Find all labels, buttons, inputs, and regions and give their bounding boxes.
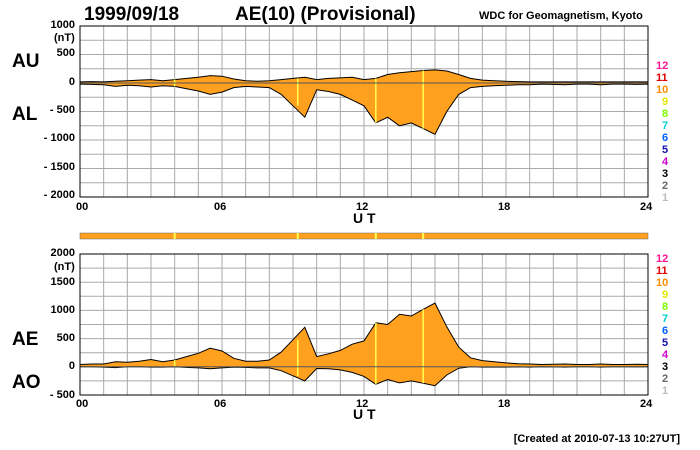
y-tick-label: 500 xyxy=(56,332,75,344)
color-key-label: 5 xyxy=(662,144,669,156)
created-timestamp: [Created at 2010-07-13 10:27UT] xyxy=(513,433,680,445)
plot-frame xyxy=(79,25,649,198)
label-ae: AE xyxy=(12,329,39,350)
color-key-label: 12 xyxy=(656,60,669,72)
unit-label-top: (nT) xyxy=(54,32,75,44)
unit-label-bottom: (nT) xyxy=(54,261,75,273)
x-tick-label: 18 xyxy=(498,398,511,410)
color-key-label: 2 xyxy=(662,180,669,192)
color-key-label: 11 xyxy=(656,265,668,277)
y-tick-label: - 500 xyxy=(49,389,75,401)
y-tick-label: 1000 xyxy=(50,304,75,316)
color-key-label: 7 xyxy=(662,120,669,132)
y-tick-label: - 500 xyxy=(49,104,75,116)
color-key-label: 10 xyxy=(656,277,669,289)
x-tick-label: 00 xyxy=(76,201,89,213)
header-source: WDC for Geomagnetism, Kyoto xyxy=(479,10,643,22)
y-tick-label: 1500 xyxy=(50,276,75,288)
color-key-label: 6 xyxy=(662,325,669,337)
color-key-label: 9 xyxy=(662,96,669,108)
x-tick-label: 00 xyxy=(76,398,89,410)
color-key-label: 8 xyxy=(662,108,669,120)
color-key-label: 6 xyxy=(662,132,669,144)
x-tick-label: 06 xyxy=(214,201,227,213)
color-key-label: 4 xyxy=(662,156,669,168)
header-title: AE(10) (Provisional) xyxy=(235,4,416,25)
x-tick-label: 12 xyxy=(356,398,369,410)
color-key-label: 8 xyxy=(662,301,669,313)
y-tick-label: 0 xyxy=(68,76,75,88)
color-key-label: 7 xyxy=(662,313,669,325)
y-tick-label: - 2000 xyxy=(43,189,75,201)
label-ao: AO xyxy=(12,372,41,393)
series-band-fill xyxy=(80,69,648,135)
x-axis-title: U T xyxy=(353,210,376,226)
x-tick-label: 18 xyxy=(498,201,511,213)
series-line-ae xyxy=(79,302,649,366)
x-axis-title: U T xyxy=(353,406,376,422)
y-tick-label: 2000 xyxy=(50,247,75,259)
x-tick-label: 24 xyxy=(640,201,653,213)
y-tick-label: 500 xyxy=(56,47,75,59)
y-tick-label: - 1000 xyxy=(43,132,75,144)
color-key-label: 3 xyxy=(662,168,669,180)
x-tick-label: 24 xyxy=(640,398,653,410)
x-tick-label: 12 xyxy=(356,201,369,213)
series-band-fill xyxy=(80,303,648,386)
y-tick-label: 1000 xyxy=(50,19,75,31)
color-key-label: 5 xyxy=(662,337,669,349)
status-bar xyxy=(79,232,649,240)
color-key-label: 1 xyxy=(662,385,669,397)
color-key-label: 12 xyxy=(656,253,669,265)
color-key-label: 2 xyxy=(662,373,669,385)
color-key-label: 3 xyxy=(662,361,669,373)
y-tick-label: 0 xyxy=(68,360,75,372)
x-tick-label: 06 xyxy=(214,398,227,410)
y-tick-label: - 1500 xyxy=(43,161,75,173)
plot-frame xyxy=(79,253,649,396)
color-key-label: 4 xyxy=(662,349,669,361)
color-key-label: 1 xyxy=(662,192,669,204)
label-au: AU xyxy=(12,51,40,72)
header-date: 1999/09/18 xyxy=(84,4,180,25)
color-key-label: 11 xyxy=(656,72,668,84)
color-key-label: 10 xyxy=(656,84,669,96)
label-al: AL xyxy=(12,104,38,125)
color-key-label: 9 xyxy=(662,289,669,301)
